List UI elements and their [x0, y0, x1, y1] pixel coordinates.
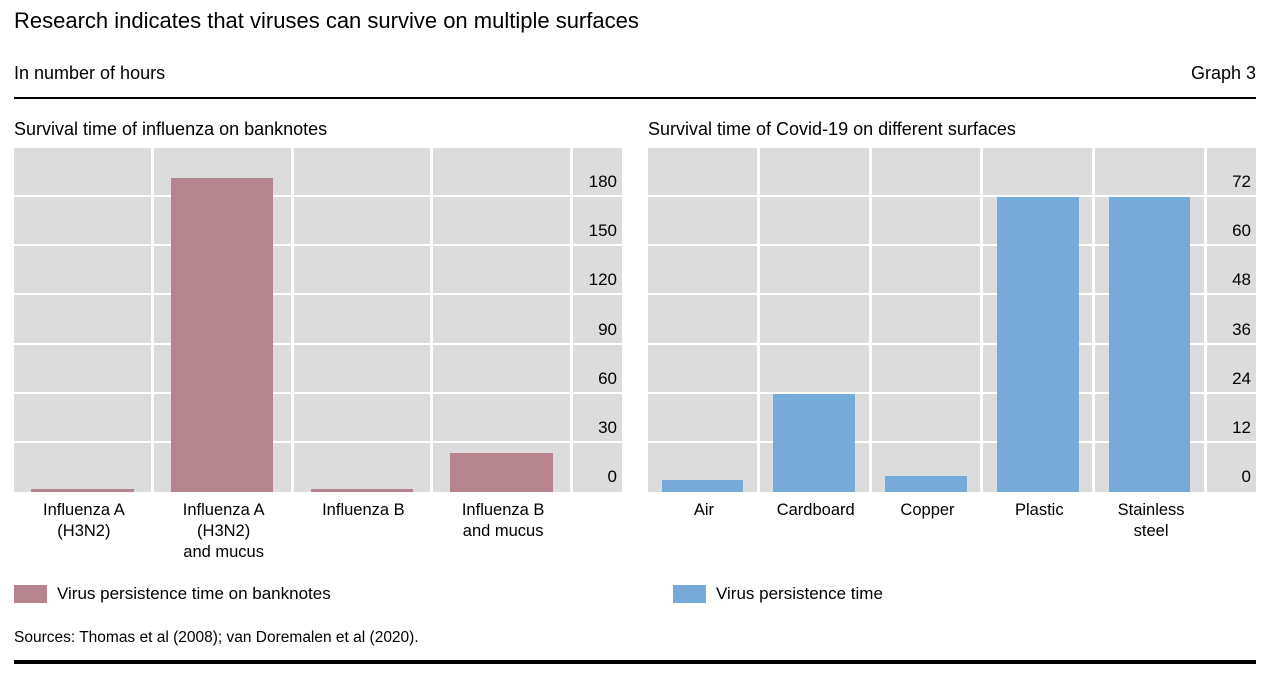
graph-number-label: Graph 3 — [1190, 63, 1256, 83]
influenza-chart-panel: Survival time of influenza on banknotes … — [14, 118, 622, 603]
category-column — [983, 148, 1096, 492]
category-column — [1095, 148, 1207, 492]
gridline — [648, 342, 1256, 345]
legend-swatch-icon — [14, 585, 47, 603]
sources-note: Sources: Thomas et al (2008); van Dorema… — [14, 629, 419, 646]
bottom-rule — [14, 660, 1256, 664]
covid-chart-panel: Survival time of Covid-19 on different s… — [648, 118, 1256, 603]
gridline — [14, 342, 622, 345]
category-column — [154, 148, 294, 492]
category-column — [648, 148, 760, 492]
gridline — [648, 195, 1256, 198]
header-rule — [14, 97, 1256, 99]
y-axis-tick-label: 72 — [1232, 172, 1251, 192]
bar — [661, 479, 744, 492]
page-title: Research indicates that viruses can surv… — [14, 8, 639, 33]
gridline — [14, 293, 622, 296]
units-subtitle: In number of hours — [14, 63, 166, 83]
x-axis-label: Influenza A (H3N2) and mucus — [182, 501, 265, 561]
x-axis-label: Influenza B and mucus — [461, 501, 545, 540]
plot-columns: 0 30 60 90 120 150 180 — [14, 148, 622, 492]
panel-title: Survival time of influenza on banknotes — [14, 119, 328, 139]
bar — [31, 488, 134, 492]
bar — [773, 393, 855, 492]
plot-area: 0 30 60 90 120 150 180 — [14, 148, 622, 492]
bar — [310, 488, 414, 492]
category-column — [294, 148, 434, 492]
y-axis-tick-label: 24 — [1232, 368, 1251, 388]
legend-label: Virus persistence time on banknotes — [57, 584, 331, 603]
y-axis-tick-label: 36 — [1232, 319, 1251, 339]
bar — [170, 177, 274, 492]
x-axis-labels: Influenza A (H3N2) Influenza A (H3N2) and… — [14, 492, 622, 564]
category-column — [14, 148, 154, 492]
report-page: Research indicates that viruses can surv… — [0, 6, 1270, 664]
y-axis-tick-label: 48 — [1232, 270, 1251, 290]
category-column — [760, 148, 872, 492]
gridline — [648, 440, 1256, 443]
category-column — [433, 148, 573, 492]
gridline — [14, 244, 622, 247]
gridline — [14, 440, 622, 443]
legend: Virus persistence time on banknotes — [14, 584, 622, 603]
x-axis-label: Stainless steel — [1117, 501, 1185, 540]
bar — [1108, 197, 1191, 492]
plot-area: 0 12 24 36 48 60 72 — [648, 148, 1256, 492]
y-axis-tick-label: 120 — [588, 270, 617, 290]
gridline — [14, 195, 622, 198]
y-axis-tick-label: 0 — [1241, 467, 1251, 486]
panel-title: Survival time of Covid-19 on different s… — [648, 119, 1016, 139]
plot-columns: 0 12 24 36 48 60 72 — [648, 148, 1256, 492]
gridline — [648, 293, 1256, 296]
gridline — [648, 244, 1256, 247]
x-axis-label: Air — [693, 501, 714, 519]
category-column — [872, 148, 984, 492]
y-axis-tick-label: 60 — [1232, 221, 1251, 241]
y-axis-tick-label: 60 — [598, 368, 617, 388]
y-axis-tick-label: 150 — [588, 221, 617, 241]
bar — [885, 475, 967, 492]
legend-label: Virus persistence time — [716, 584, 883, 603]
x-axis-label: Plastic — [1014, 501, 1064, 519]
legend-swatch-icon — [673, 585, 706, 603]
bar — [450, 452, 553, 492]
y-axis-tick-label: 30 — [598, 417, 617, 437]
y-axis-label-column: 0 30 60 90 120 150 180 — [573, 148, 622, 492]
bar — [996, 197, 1079, 492]
y-axis-tick-label: 180 — [588, 172, 617, 192]
y-axis-tick-label: 90 — [598, 319, 617, 339]
gridline — [648, 391, 1256, 394]
x-axis-label: Cardboard — [776, 501, 855, 519]
x-axis-spacer — [573, 500, 622, 564]
y-axis-tick-label: 0 — [607, 467, 617, 486]
y-axis-tick-label: 12 — [1232, 417, 1251, 437]
legend: Virus persistence time — [673, 584, 1256, 603]
x-axis-label: Copper — [900, 501, 955, 519]
x-axis-labels: Air Cardboard Copper Plastic Stainless steel — [648, 492, 1256, 564]
gridline — [14, 391, 622, 394]
subtitle-row: In number of hours Graph 3 — [14, 62, 1256, 84]
y-axis-label-column: 0 12 24 36 48 60 72 — [1207, 148, 1256, 492]
x-axis-label: Influenza A (H3N2) — [43, 501, 125, 540]
chart-panels: Survival time of influenza on banknotes … — [14, 118, 1256, 603]
x-axis-spacer — [1207, 500, 1256, 564]
x-axis-label: Influenza B — [322, 501, 405, 519]
